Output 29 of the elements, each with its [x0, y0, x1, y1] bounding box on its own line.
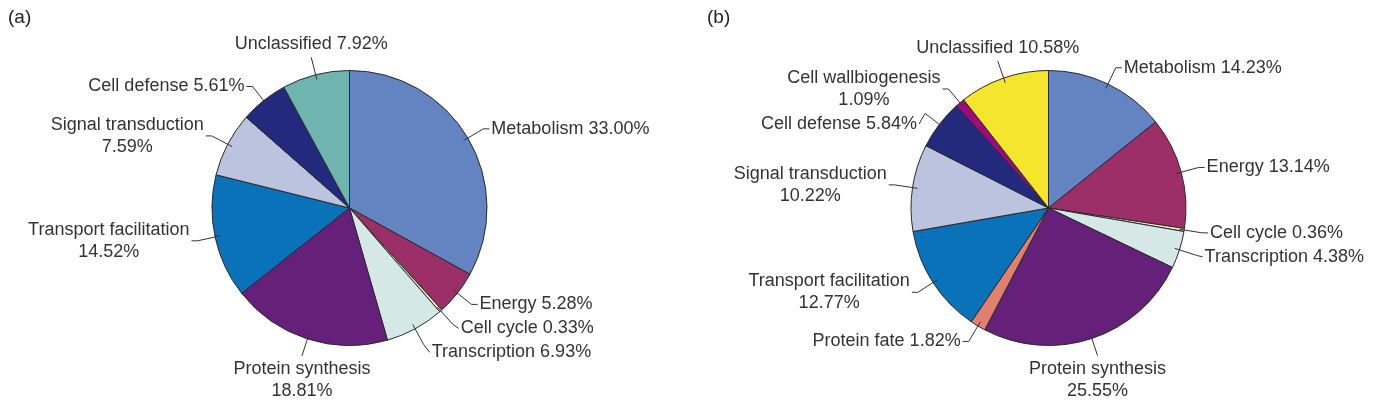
slice-label: Metabolism 33.00% [491, 117, 650, 138]
slice-label: Energy 5.28% [479, 293, 593, 314]
slice-label: Transport facilitation [748, 270, 910, 291]
slice-label: Signal transduction [733, 162, 887, 183]
chart-title: (a) [8, 5, 32, 27]
data-label: 1.09% [838, 88, 890, 109]
slice-label: Protein synthesis [233, 358, 371, 379]
chart-title: (b) [707, 5, 731, 27]
slice-label: Unclassified 10.58% [916, 36, 1080, 57]
data-label: 25.55% [1067, 379, 1129, 400]
slice-label: Signal transduction [50, 113, 204, 134]
slice-label: Protein synthesis [1029, 357, 1167, 378]
slice-label: Protein fate 1.82% [812, 330, 961, 351]
slice-label: Cell defense 5.61% [88, 75, 245, 96]
slice-label: Metabolism 14.23% [1123, 56, 1282, 77]
data-label: 10.22% [779, 184, 841, 205]
slice-label: Unclassified 7.92% [234, 33, 388, 54]
slice-label: Cell cycle 0.36% [1210, 221, 1344, 242]
slice-label: Cell wallbiogenesis [787, 66, 941, 87]
slice-label: Energy 13.14% [1206, 156, 1330, 177]
slice-label: Cell cycle 0.33% [460, 317, 594, 338]
data-label: 7.59% [101, 135, 153, 156]
slice-label: Cell defense 5.84% [760, 112, 918, 133]
slice-label: Transcription 4.38% [1204, 245, 1365, 266]
data-label: 12.77% [798, 292, 860, 313]
data-label: 14.52% [78, 240, 140, 261]
data-label: 18.81% [271, 380, 333, 401]
slice-label: Transport facilitation [28, 218, 190, 239]
slice-label: Transcription 6.93% [431, 341, 592, 362]
